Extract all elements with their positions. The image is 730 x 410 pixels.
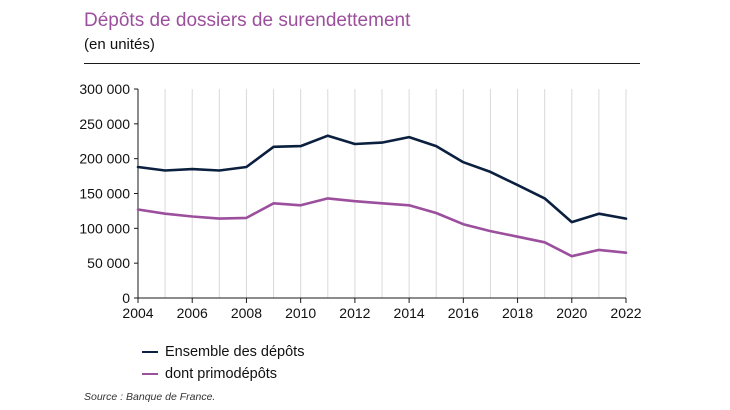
legend-swatch-primodepots xyxy=(142,373,158,375)
x-tick-label: 2014 xyxy=(394,305,425,321)
x-tick-label: 2004 xyxy=(122,305,153,321)
x-tick-label: 2016 xyxy=(448,305,479,321)
legend-swatch-ensemble xyxy=(142,351,158,353)
legend-item-ensemble: Ensemble des dépôts xyxy=(142,341,304,363)
series-line-1 xyxy=(136,197,628,258)
grid-layer xyxy=(164,89,627,298)
legend: Ensemble des dépôts dont primodépôts xyxy=(142,341,304,385)
chart-subtitle: (en unités) xyxy=(84,36,155,53)
title-rule xyxy=(84,63,640,64)
series-layer xyxy=(136,134,628,258)
y-tick-label: 300 000 xyxy=(79,81,130,97)
series-line-0 xyxy=(136,134,628,224)
y-tick-label: 50 000 xyxy=(87,255,130,271)
y-tick-label: 100 000 xyxy=(79,220,130,236)
legend-label-primodepots: dont primodépôts xyxy=(165,366,278,382)
legend-item-primodepots: dont primodépôts xyxy=(142,363,304,385)
x-tick-label: 2020 xyxy=(556,305,587,321)
y-tick-label: 0 xyxy=(122,290,130,306)
x-tick-label: 2022 xyxy=(610,305,641,321)
chart-title: Dépôts de dossiers de surendettement xyxy=(84,10,411,31)
x-tick-label: 2006 xyxy=(177,305,208,321)
x-tick-label: 2012 xyxy=(339,305,370,321)
x-tick-label: 2010 xyxy=(285,305,316,321)
x-tick-label: 2018 xyxy=(502,305,533,321)
x-tick-label: 2008 xyxy=(231,305,262,321)
y-tick-label: 150 000 xyxy=(79,186,130,202)
source-note: Source : Banque de France. xyxy=(84,391,216,403)
y-tick-label: 200 000 xyxy=(79,151,130,167)
y-tick-label: 250 000 xyxy=(79,116,130,132)
tick-label-layer: 0 50 000 100 000 150 000 200 000 250 000 300 0… xyxy=(79,81,641,321)
axis-layer xyxy=(134,88,627,303)
legend-label-ensemble: Ensemble des dépôts xyxy=(165,344,305,360)
